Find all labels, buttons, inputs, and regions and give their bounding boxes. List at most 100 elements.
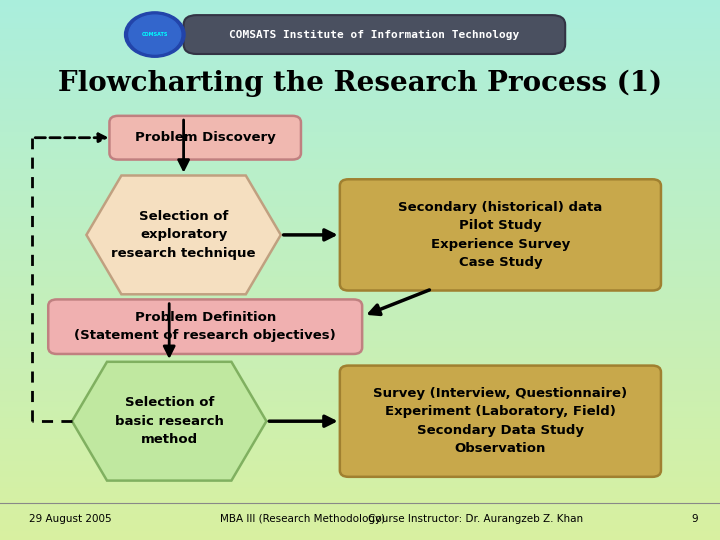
Polygon shape <box>86 176 281 294</box>
Bar <box>0 11 720 16</box>
Text: Survey (Interview, Questionnaire)
Experiment (Laboratory, Field)
Secondary Data : Survey (Interview, Questionnaire) Experi… <box>374 387 627 455</box>
Bar <box>0 200 720 205</box>
Text: MBA III (Research Methodology): MBA III (Research Methodology) <box>220 515 385 524</box>
Bar <box>0 529 720 535</box>
Bar <box>0 292 720 297</box>
Polygon shape <box>72 362 266 481</box>
Bar <box>0 481 720 486</box>
Bar <box>0 356 720 362</box>
Bar <box>0 427 720 432</box>
Bar <box>0 54 720 59</box>
Bar <box>0 167 720 173</box>
Bar <box>0 92 720 97</box>
Bar <box>0 335 720 340</box>
Bar <box>0 383 720 389</box>
Bar <box>0 5 720 11</box>
Bar <box>0 254 720 259</box>
Bar <box>0 437 720 443</box>
Bar <box>0 38 720 43</box>
Bar <box>0 513 720 518</box>
Bar <box>0 178 720 184</box>
Bar <box>0 65 720 70</box>
Bar <box>0 416 720 421</box>
Bar <box>0 270 720 275</box>
Bar <box>0 157 720 162</box>
Text: Secondary (historical) data
Pilot Study
Experience Survey
Case Study: Secondary (historical) data Pilot Study … <box>398 201 603 269</box>
Bar <box>0 27 720 32</box>
Bar <box>0 524 720 529</box>
Bar <box>0 70 720 76</box>
Bar <box>0 108 720 113</box>
Bar <box>0 194 720 200</box>
Bar <box>0 502 720 508</box>
Bar <box>0 211 720 216</box>
Bar <box>0 146 720 151</box>
Bar <box>0 205 720 211</box>
Bar <box>0 302 720 308</box>
Bar <box>0 405 720 410</box>
FancyBboxPatch shape <box>109 116 301 160</box>
Bar <box>0 151 720 157</box>
Bar <box>0 394 720 400</box>
Bar <box>0 259 720 265</box>
FancyBboxPatch shape <box>340 366 661 477</box>
Bar <box>0 448 720 454</box>
Bar <box>0 362 720 367</box>
Bar <box>0 459 720 464</box>
Bar <box>0 232 720 238</box>
Bar <box>0 22 720 27</box>
Bar <box>0 43 720 49</box>
Bar <box>0 470 720 475</box>
Text: Problem Definition
(Statement of research objectives): Problem Definition (Statement of researc… <box>74 311 336 342</box>
Bar <box>0 184 720 189</box>
Bar <box>0 464 720 470</box>
Bar <box>0 378 720 383</box>
Bar <box>0 227 720 232</box>
Bar <box>0 238 720 243</box>
Bar <box>0 265 720 270</box>
Bar <box>0 216 720 221</box>
Bar <box>0 346 720 351</box>
Bar <box>0 281 720 286</box>
Bar <box>0 173 720 178</box>
Bar <box>0 140 720 146</box>
Bar <box>0 367 720 373</box>
Bar <box>0 373 720 378</box>
Bar <box>0 124 720 130</box>
FancyBboxPatch shape <box>340 179 661 291</box>
Bar <box>0 400 720 405</box>
Bar <box>0 535 720 540</box>
Text: COMSATS Institute of Information Technology: COMSATS Institute of Information Technol… <box>229 30 520 39</box>
Bar <box>0 443 720 448</box>
Bar <box>0 324 720 329</box>
Bar <box>0 410 720 416</box>
Bar <box>0 351 720 356</box>
Bar <box>0 113 720 119</box>
Text: Flowcharting the Research Process (1): Flowcharting the Research Process (1) <box>58 70 662 97</box>
Bar <box>0 0 720 5</box>
Circle shape <box>129 15 181 54</box>
Bar <box>0 508 720 513</box>
Bar <box>0 49 720 54</box>
Bar <box>0 486 720 491</box>
Bar <box>0 329 720 335</box>
Bar <box>0 86 720 92</box>
Bar <box>0 297 720 302</box>
Text: COMSATS: COMSATS <box>142 32 168 37</box>
Bar <box>0 389 720 394</box>
Bar <box>0 475 720 481</box>
Circle shape <box>125 12 185 57</box>
Bar <box>0 221 720 227</box>
Bar <box>0 130 720 135</box>
Bar <box>0 454 720 459</box>
Bar <box>0 340 720 346</box>
Bar <box>0 432 720 437</box>
Bar <box>0 59 720 65</box>
Bar <box>0 119 720 124</box>
Bar <box>0 497 720 502</box>
Bar <box>0 32 720 38</box>
Text: Problem Discovery: Problem Discovery <box>135 131 276 144</box>
Bar <box>0 313 720 319</box>
Bar <box>0 319 720 324</box>
Text: Selection of
exploratory
research technique: Selection of exploratory research techni… <box>112 210 256 260</box>
